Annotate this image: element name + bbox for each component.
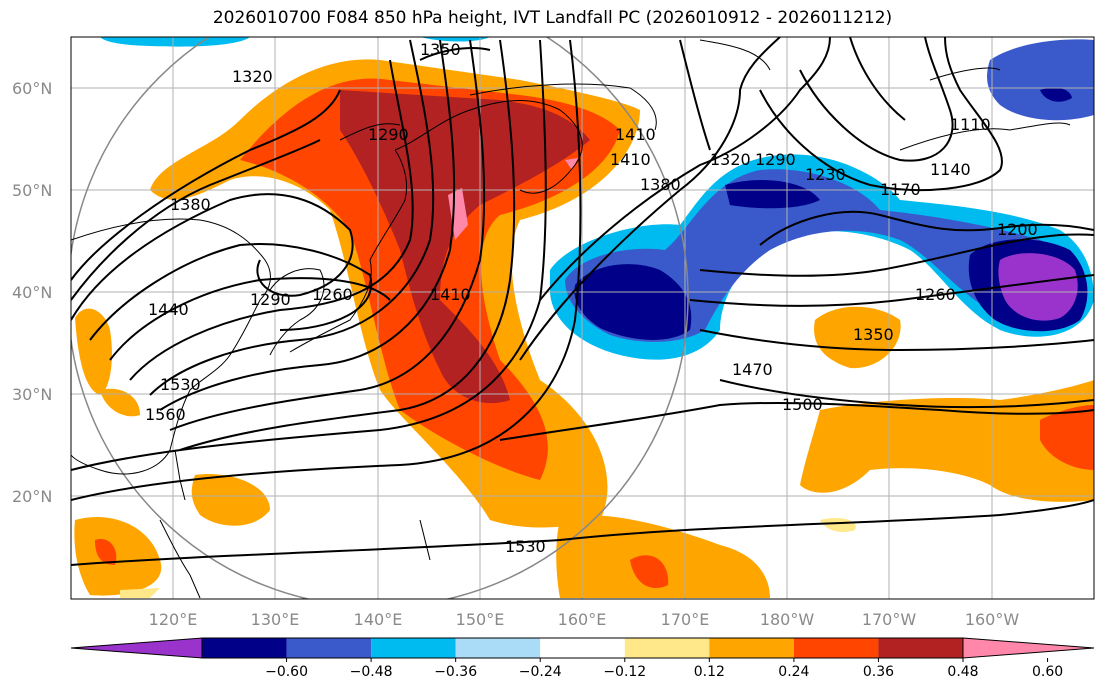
contour-label: 1530 xyxy=(160,375,201,394)
colorbar-extend-high xyxy=(962,637,1095,659)
contour-label: 1410 xyxy=(610,150,651,169)
positive-ivt-shading xyxy=(74,59,1094,598)
contour-label: 1320 xyxy=(710,150,751,169)
longitude-labels: 120°E 130°E 140°E 150°E 160°E 170°E 180°… xyxy=(149,610,1020,629)
colorbar-tick-label: 0.60 xyxy=(1032,664,1063,680)
colorbar-tick-label: −0.24 xyxy=(519,664,562,680)
contour-label: 1530 xyxy=(505,537,546,556)
lat-label: 30°N xyxy=(12,385,52,404)
contour-label: 1110 xyxy=(950,115,991,134)
contour-label: 1260 xyxy=(915,285,956,304)
height-contours xyxy=(71,37,1094,566)
colorbar-tick-label: 0.48 xyxy=(947,664,978,680)
lon-label: 150°E xyxy=(456,610,505,629)
contour-label: 1380 xyxy=(640,175,681,194)
contour-label: 1350 xyxy=(420,40,461,59)
contour-label: 1170 xyxy=(880,180,921,199)
lat-label: 40°N xyxy=(12,283,52,302)
lon-label: 160°W xyxy=(965,610,1020,629)
contour-labels: 1320 1350 1290 1380 1410 1260 1290 1410 … xyxy=(145,40,1038,556)
colorbar-swatch xyxy=(793,638,879,658)
colorbar-swatch xyxy=(709,638,794,658)
lon-label: 170°E xyxy=(661,610,710,629)
contour-label: 1320 xyxy=(232,67,273,86)
lon-label: 160°E xyxy=(558,610,607,629)
contour-label: 1260 xyxy=(312,285,353,304)
contour-label: 1290 xyxy=(368,125,409,144)
contour-label: 1140 xyxy=(930,160,971,179)
colorbar-tick-label: −0.60 xyxy=(265,664,308,680)
lat-label: 20°N xyxy=(12,487,52,506)
contour-label: 1230 xyxy=(805,165,846,184)
colorbar-tick-label: 0.24 xyxy=(778,664,809,680)
colorbar-swatch xyxy=(286,638,372,658)
colorbar-tick-label: −0.36 xyxy=(434,664,477,680)
contour-label: 1350 xyxy=(853,325,894,344)
colorbar-swatch xyxy=(202,638,287,658)
map-title: 2026010700 F084 850 hPa height, IVT Land… xyxy=(212,8,893,28)
contour-label: 1560 xyxy=(145,405,186,424)
contour-label: 1200 xyxy=(997,220,1038,239)
contour-label: 1290 xyxy=(250,290,291,309)
colorbar-tick-label: −0.48 xyxy=(350,664,393,680)
contour-label: 1380 xyxy=(170,195,211,214)
range-circle xyxy=(71,37,689,599)
contour-label: 1440 xyxy=(148,300,189,319)
colorbar-extend-low xyxy=(70,637,203,659)
lon-label: 120°E xyxy=(149,610,198,629)
colorbar-swatch xyxy=(878,638,963,658)
contour-label: 1500 xyxy=(782,395,823,414)
negative-ivt-shading xyxy=(100,37,1094,360)
lon-label: 170°W xyxy=(862,610,917,629)
contour-label: 1470 xyxy=(732,360,773,379)
lon-label: 140°E xyxy=(354,610,403,629)
lat-label: 60°N xyxy=(12,79,52,98)
latitude-labels: 60°N 50°N 40°N 30°N 20°N xyxy=(12,79,52,506)
plot-frame xyxy=(70,36,1095,600)
colorbar-frame xyxy=(201,637,964,659)
colorbar-tick-label: −0.12 xyxy=(603,664,646,680)
lon-label: 130°E xyxy=(251,610,300,629)
contour-label: 1410 xyxy=(615,125,656,144)
contour-label: 1410 xyxy=(430,285,471,304)
contour-label: 1290 xyxy=(755,150,796,169)
colorbar-swatch xyxy=(371,638,456,658)
lon-label: 180°W xyxy=(760,610,815,629)
colorbar-tick-label: 0.36 xyxy=(863,664,894,680)
coastlines xyxy=(71,39,1071,599)
lat-label: 50°N xyxy=(12,181,52,200)
colorbar-swatch xyxy=(624,638,710,658)
colorbar-swatch xyxy=(540,638,625,658)
colorbar-tick-label: 0.12 xyxy=(694,664,725,680)
colorbar: −0.60 −0.48 −0.36 −0.24 −0.12 0.12 0.24 0.36 0.4… xyxy=(70,637,1095,680)
colorbar-swatch xyxy=(455,638,541,658)
